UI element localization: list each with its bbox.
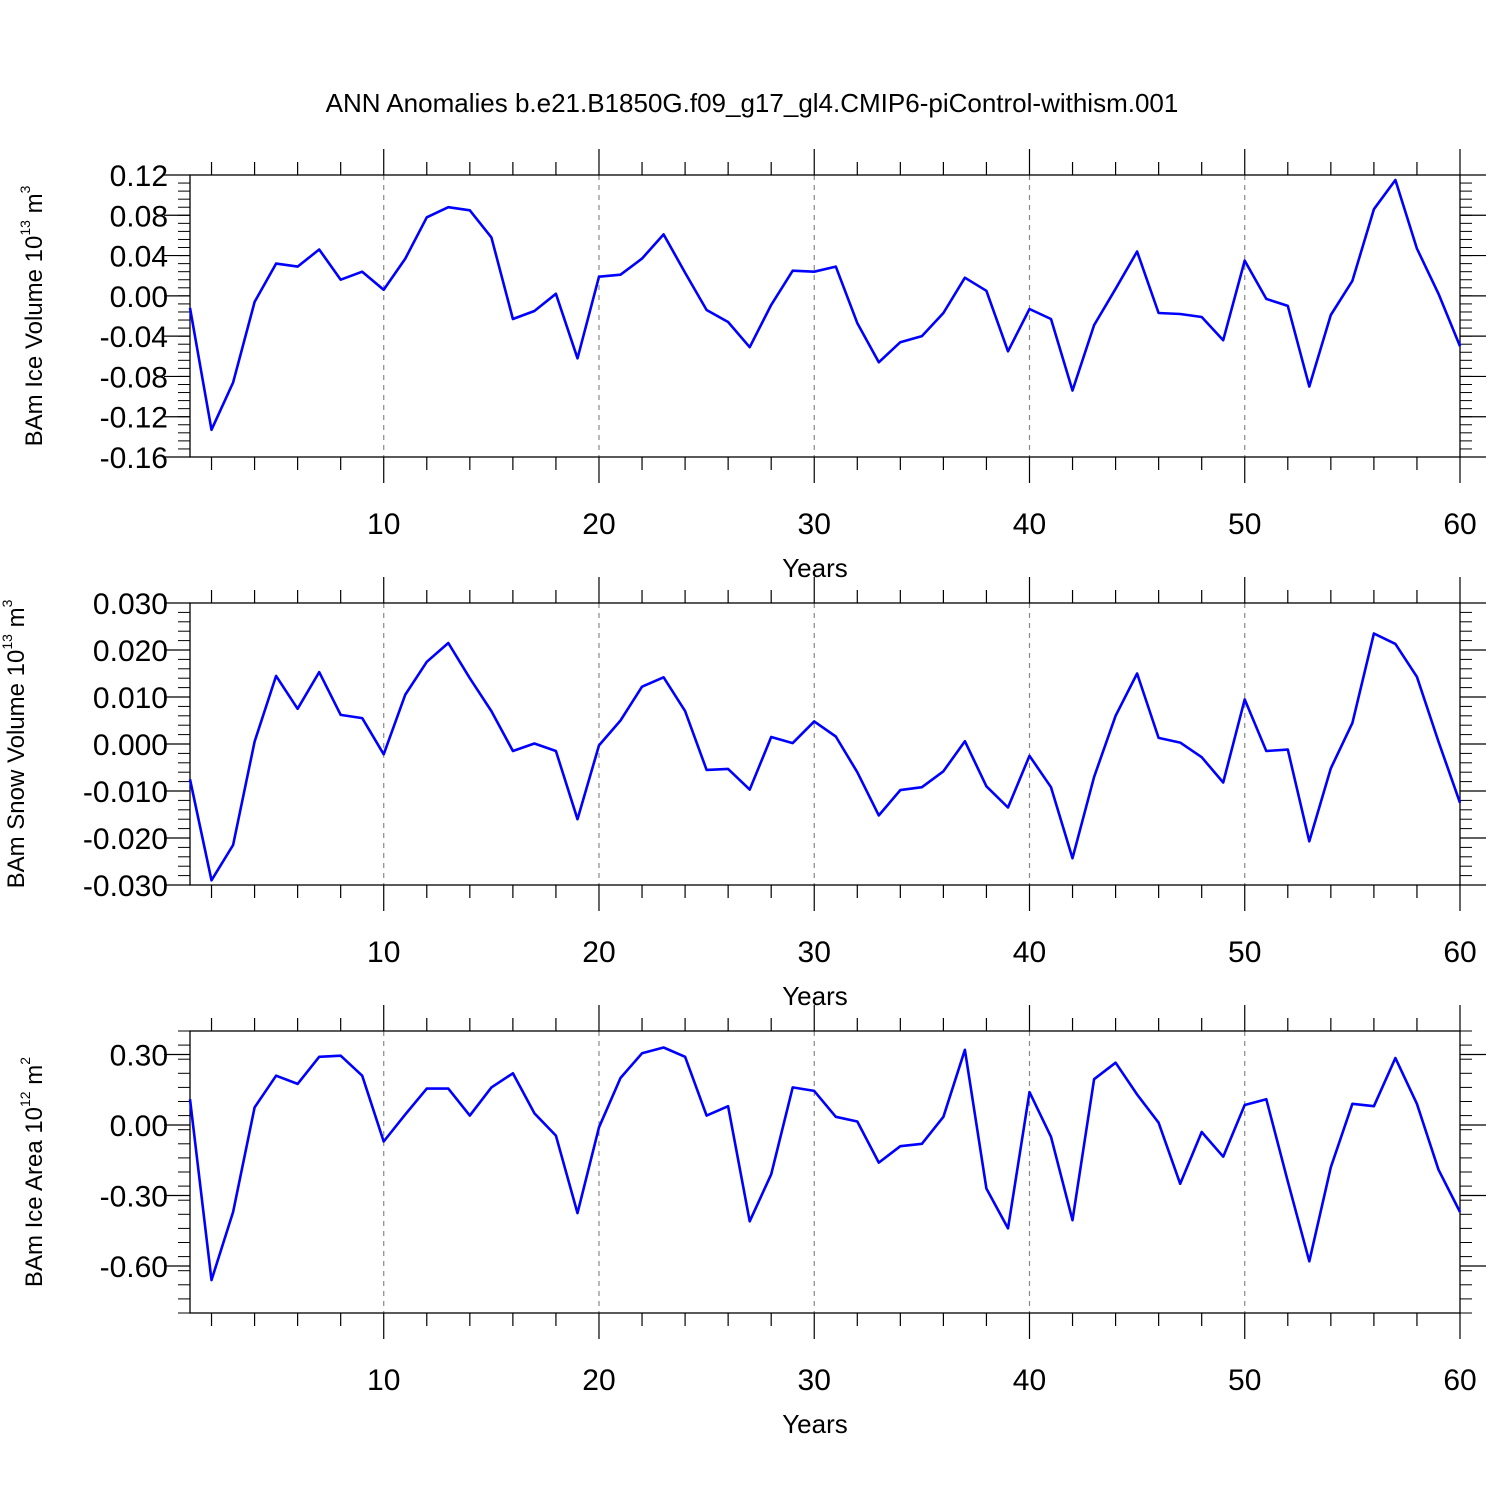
plot-frame <box>189 174 1461 458</box>
y-tick-label: -0.60 <box>100 1251 168 1284</box>
x-tick-label: 50 <box>1228 1364 1261 1397</box>
x-tick-label: 30 <box>798 936 831 969</box>
y-axis-label: BAm Ice Volume 1013 m3 <box>17 185 48 446</box>
y-tick-label: 0.30 <box>110 1040 168 1073</box>
plot-frame <box>189 602 1461 886</box>
x-tick-label: 10 <box>367 1364 400 1397</box>
x-tick-label: 10 <box>367 936 400 969</box>
x-tick-label: 40 <box>1013 1364 1046 1397</box>
x-tick-label: 20 <box>582 508 615 541</box>
y-tick-label: 0.030 <box>93 588 168 621</box>
y-tick-label: -0.04 <box>100 321 168 354</box>
panel-3: 10 20 30 40 50 60 -0.60 -0.30 0.00 0.30 Years BAm I… <box>17 1005 1486 1439</box>
x-tick-label: 40 <box>1013 508 1046 541</box>
series-line-1 <box>188 178 1462 432</box>
y-tick-label: -0.08 <box>100 361 168 394</box>
y-tick-label: -0.30 <box>100 1181 168 1214</box>
x-tick-label: 60 <box>1443 1364 1476 1397</box>
y-tick-label: -0.12 <box>100 402 168 435</box>
y-tick-label: -0.030 <box>83 870 168 903</box>
panel-2: 10 20 30 40 50 60 -0.030 -0.020 -0.010 0.000 0.010… <box>0 577 1486 1011</box>
y-tick-label: -0.020 <box>83 823 168 856</box>
x-tick-label: 30 <box>798 1364 831 1397</box>
plot-frame <box>189 1030 1461 1314</box>
x-tick-label: 50 <box>1228 508 1261 541</box>
x-tick-label: 20 <box>582 936 615 969</box>
y-tick-label: 0.08 <box>110 200 168 233</box>
series-line-3 <box>188 1046 1462 1282</box>
x-tick-label: 60 <box>1443 508 1476 541</box>
y-tick-label: 0.020 <box>93 635 168 668</box>
y-tick-label: -0.16 <box>100 442 168 475</box>
figure-title: ANN Anomalies b.e21.B1850G.f09_g17_gl4.C… <box>326 88 1179 118</box>
y-tick-label: 0.00 <box>110 1110 168 1143</box>
y-tick-label: 0.04 <box>110 241 168 274</box>
y-axis-label: BAm Ice Area 1012 m2 <box>17 1057 48 1287</box>
panel-1: 10 20 30 40 50 60 -0.16 -0.12 -0.08 -0.04 0.00 0.04… <box>17 149 1486 583</box>
x-tick-label: 10 <box>367 508 400 541</box>
series-line-2 <box>188 632 1462 882</box>
x-tick-label: 60 <box>1443 936 1476 969</box>
x-tick-label: 50 <box>1228 936 1261 969</box>
y-tick-label: -0.010 <box>83 776 168 809</box>
y-tick-label: 0.000 <box>93 729 168 762</box>
x-axis-label: Years <box>782 981 848 1011</box>
x-tick-label: 40 <box>1013 936 1046 969</box>
x-tick-label: 30 <box>798 508 831 541</box>
y-tick-label: 0.00 <box>110 281 168 314</box>
y-axis-label: BAm Snow Volume 1013 m3 <box>0 599 30 888</box>
x-tick-label: 20 <box>582 1364 615 1397</box>
y-tick-label: 0.010 <box>93 682 168 715</box>
y-tick-label: 0.12 <box>110 160 168 193</box>
x-axis-label: Years <box>782 1409 848 1439</box>
x-axis-label: Years <box>782 553 848 583</box>
